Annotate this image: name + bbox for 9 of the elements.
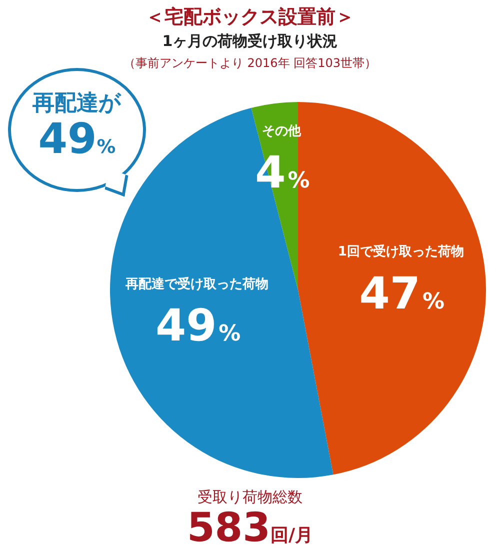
text: 受取り荷物総数 — [196, 488, 304, 507]
data-label: 49% — [155, 300, 241, 352]
chart-title: ＜宅配ボックス設置前＞ — [144, 5, 356, 30]
slice-label: 再配達で受け取った荷物 — [124, 276, 269, 292]
text: （事前アンケートより 2016年 回答103世帯） — [122, 55, 378, 72]
slice-label: 1回で受け取った荷物 — [338, 244, 464, 260]
chart-subtitle: 1ヶ月の荷物受け取り状況 — [161, 32, 339, 51]
text: 583回/月 — [186, 505, 314, 551]
data-label: 47% — [359, 268, 445, 320]
